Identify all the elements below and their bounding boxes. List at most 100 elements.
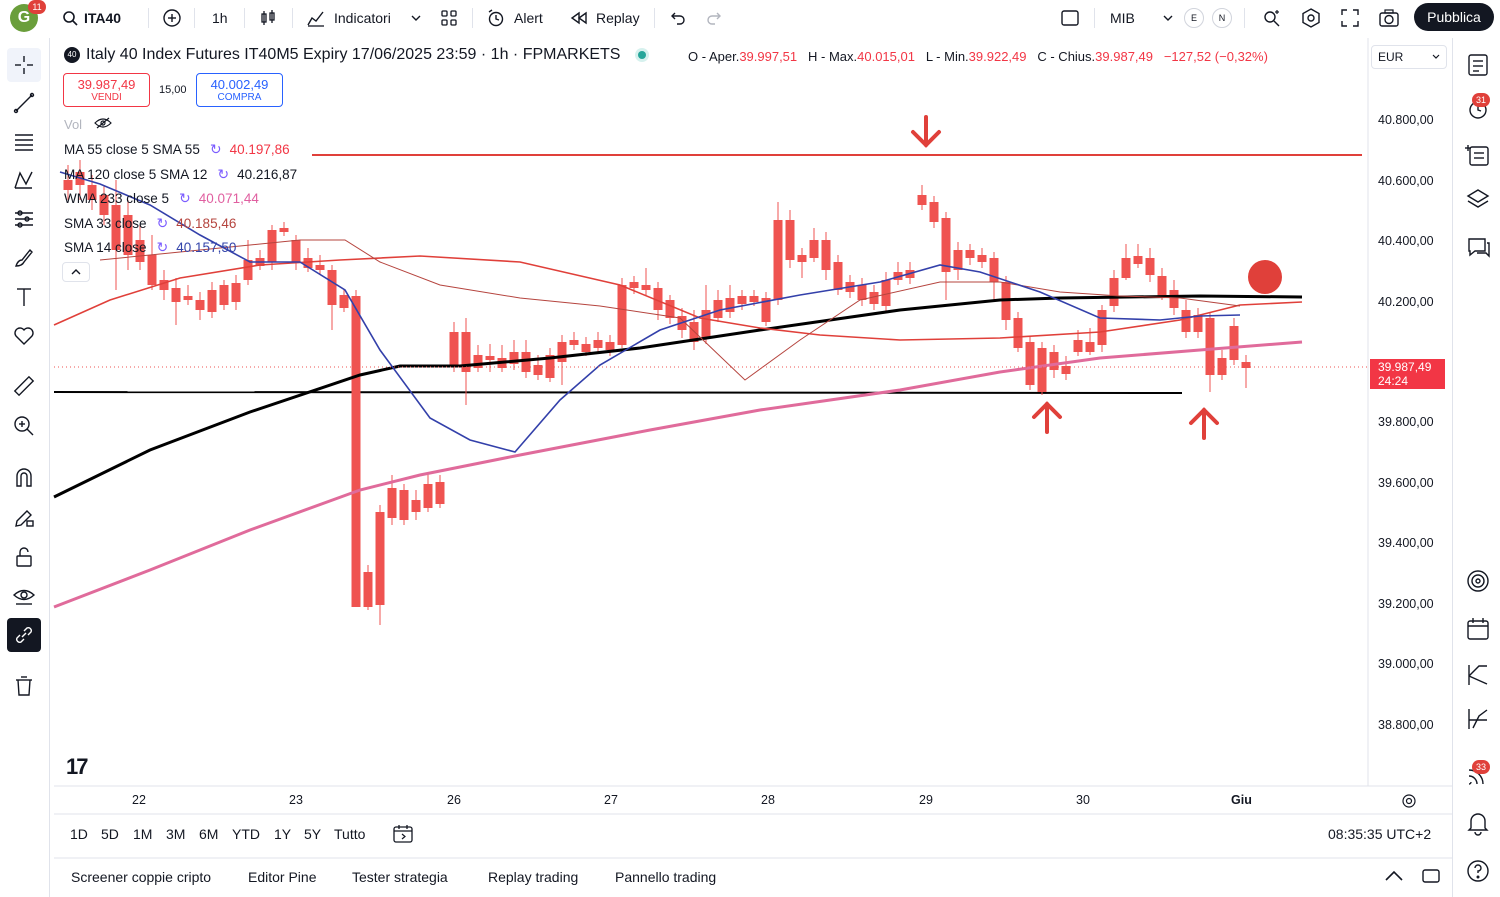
symbol-search-button[interactable]: ITA40 <box>62 0 121 36</box>
layout-dropdown[interactable] <box>1162 0 1174 36</box>
notifications-button[interactable] <box>1463 808 1493 838</box>
sell-button[interactable]: 39.987,49 VENDI <box>63 73 150 107</box>
quick-search-button[interactable] <box>1262 0 1282 36</box>
bar-countdown: 24:24 <box>1378 374 1409 388</box>
stay-drawing-tool[interactable] <box>7 501 41 535</box>
redo-button[interactable] <box>706 0 724 36</box>
bottom-tab[interactable]: Tester strategia <box>352 869 448 885</box>
lock-drawings-tool[interactable] <box>7 540 41 574</box>
timeframe-button[interactable]: YTD <box>232 826 260 842</box>
collapse-legend-button[interactable] <box>62 262 90 282</box>
currency-selector[interactable]: EUR <box>1371 45 1447 69</box>
time-tick-label: 22 <box>132 793 146 807</box>
pattern-icon <box>14 171 33 189</box>
timeframe-button[interactable]: 1Y <box>274 826 292 842</box>
snapshot-button[interactable] <box>1378 0 1400 36</box>
layers-button[interactable] <box>1463 184 1493 214</box>
layout-name-button[interactable]: MIB <box>1110 10 1135 26</box>
publish-button[interactable]: Pubblica <box>1414 3 1494 31</box>
replay-button[interactable]: Replay <box>570 0 640 36</box>
camera-icon <box>1379 9 1399 27</box>
pattern-tool[interactable] <box>7 163 41 197</box>
timeframe-button[interactable]: 1M <box>133 826 153 842</box>
currency-label: EUR <box>1378 50 1404 64</box>
expand-panel-button[interactable] <box>1384 869 1404 888</box>
favorites-tool[interactable] <box>7 319 41 353</box>
indicators-button[interactable]: Indicatori <box>306 0 391 36</box>
bottom-tab[interactable]: Editor Pine <box>248 869 317 885</box>
interval-button[interactable]: 1h <box>212 10 228 26</box>
text-tool[interactable] <box>7 280 41 314</box>
chevron-down-icon <box>1163 15 1173 21</box>
indicator-templates-dropdown[interactable] <box>410 0 422 36</box>
strategy-button[interactable] <box>1463 704 1493 734</box>
hide-drawings-tool[interactable] <box>7 579 41 613</box>
crosshair-tool[interactable] <box>7 48 41 82</box>
remove-drawings-tool[interactable] <box>7 669 41 703</box>
square-layout-button[interactable] <box>1060 0 1080 36</box>
bottom-tab[interactable]: Screener coppie cripto <box>71 869 212 885</box>
n-toggle[interactable]: N <box>1212 8 1232 28</box>
prediction-tool[interactable] <box>7 202 41 236</box>
bottom-tab[interactable]: Pannello trading <box>615 869 717 885</box>
timeframe-button[interactable]: 6M <box>199 826 219 842</box>
technicals-button[interactable] <box>1463 660 1493 690</box>
indicator-legend-row[interactable]: MA 120 close 5 SMA 12 ↻ 40.216,87 <box>64 166 297 183</box>
timeframe-button[interactable]: Tutto <box>334 826 366 842</box>
volume-legend[interactable]: Vol <box>64 117 112 132</box>
price-tick-label: 39.800,00 <box>1378 415 1434 429</box>
support-line[interactable] <box>53 391 1183 394</box>
compare-button[interactable] <box>162 0 182 36</box>
indicator-legend-row[interactable]: SMA 33 close ↻ 40.185,46 <box>64 215 236 232</box>
measure-tool[interactable] <box>7 369 41 403</box>
sync-drawings-tool[interactable] <box>7 618 41 652</box>
timeframe-button[interactable]: 1D <box>70 826 88 842</box>
indicator-legend-row[interactable]: MA 55 close 5 SMA 55 ↻ 40.197,86 <box>64 141 290 158</box>
timeframe-button[interactable]: 5Y <box>304 826 322 842</box>
price-tick-label: 40.600,00 <box>1378 174 1434 188</box>
timeframe-button[interactable]: 3M <box>166 826 186 842</box>
candle-body <box>485 356 495 360</box>
undo-button[interactable] <box>668 0 686 36</box>
indicator-legend-row[interactable]: SMA 14 close ↻ 40.157,50 <box>64 239 236 256</box>
fullscreen-button[interactable] <box>1340 0 1360 36</box>
buy-button[interactable]: 40.002,49 COMPRA <box>196 73 283 107</box>
magnet-tool[interactable] <box>7 461 41 495</box>
e-toggle[interactable]: E <box>1184 8 1204 28</box>
streams-button[interactable] <box>1463 760 1493 790</box>
chevron-up-icon <box>71 269 81 275</box>
avatar-badge: 11 <box>28 0 46 14</box>
maximize-panel-button[interactable] <box>1420 866 1442 891</box>
rewind-icon <box>570 11 587 25</box>
ideas-button[interactable] <box>1463 566 1493 596</box>
clock[interactable]: 08:35:35 UTC+2 <box>1328 826 1432 842</box>
alert-button[interactable]: Alert <box>486 0 543 36</box>
indicator-value: 40.185,46 <box>176 216 237 231</box>
settings-button[interactable] <box>1300 0 1322 36</box>
date-range-button[interactable] <box>392 824 414 849</box>
bottom-tab[interactable]: Replay trading <box>488 869 579 885</box>
chart-title[interactable]: 40 Italy 40 Index Futures IT40M5 Expiry … <box>64 46 647 64</box>
chart-type-button[interactable] <box>258 0 278 36</box>
watchlist-button[interactable] <box>1463 50 1493 80</box>
candle-body <box>1205 318 1215 375</box>
timeframe-button[interactable]: 5D <box>101 826 119 842</box>
layout-button[interactable] <box>440 0 458 36</box>
help-button[interactable] <box>1463 856 1493 886</box>
chat-button[interactable] <box>1463 232 1493 262</box>
text-icon <box>17 288 31 306</box>
calendar-button[interactable] <box>1463 614 1493 644</box>
trend-line-tool[interactable] <box>7 86 41 120</box>
axis-settings-button[interactable] <box>1401 793 1417 814</box>
brush-tool[interactable] <box>7 241 41 275</box>
indicator-legend-row[interactable]: WMA 233 close 5 ↻ 40.071,44 <box>64 190 259 207</box>
gear-icon <box>1302 8 1320 28</box>
refresh-icon: ↻ <box>156 215 169 231</box>
chart-pane[interactable] <box>54 38 1368 786</box>
object-tree-button[interactable] <box>1463 140 1493 170</box>
fib-tool[interactable] <box>7 125 41 159</box>
candle-body <box>533 365 543 375</box>
zoom-tool[interactable] <box>7 409 41 443</box>
candle-body <box>267 230 277 262</box>
